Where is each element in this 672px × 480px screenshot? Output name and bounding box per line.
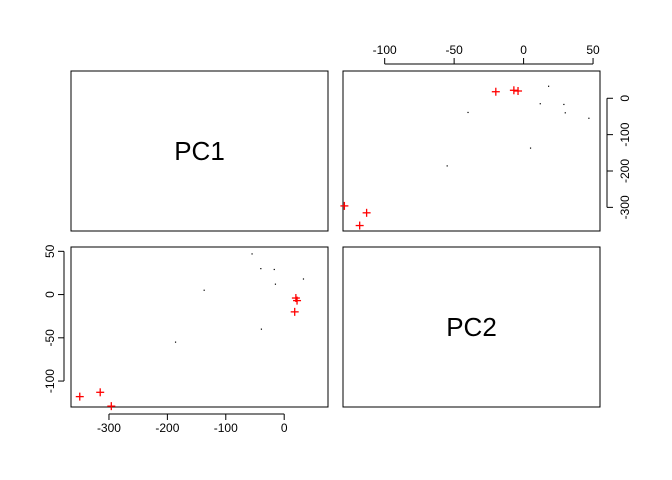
black-dot-point (564, 112, 566, 114)
red-plus-point (355, 221, 364, 230)
black-dot-point (260, 328, 263, 330)
black-dot-point (174, 341, 177, 343)
x-tick-label-bottom-left: 0 (281, 421, 288, 435)
red-plus-point (75, 392, 84, 401)
panel-frames (70, 70, 601, 408)
panel-frame-bottom-left (70, 246, 329, 408)
points-layer (75, 85, 590, 411)
red-plus-point (290, 307, 299, 316)
black-dot-point (563, 103, 565, 106)
black-dot-point (446, 165, 448, 167)
y-tick-label-top-right: -300 (618, 195, 632, 219)
red-plus-point (514, 87, 523, 95)
y-tick-label-bottom-left: -50 (43, 329, 57, 347)
black-dot-point (274, 283, 277, 285)
red-plus-point (509, 86, 518, 95)
black-dot-point (588, 117, 590, 119)
panel-frame-bottom-right (342, 246, 601, 408)
y-tick-label-bottom-left: -100 (43, 369, 57, 393)
x-tick-label-top-right: 50 (586, 43, 600, 57)
black-dot-point (548, 85, 550, 87)
y-tick-label-top-right: 0 (618, 95, 632, 102)
panel-frame-top-left (70, 70, 329, 232)
black-dot-point (203, 289, 205, 291)
y-tick-label-top-right: -200 (618, 159, 632, 183)
red-plus-point (293, 296, 302, 305)
black-dot-point (260, 268, 262, 270)
axes-layer: -100 -50 0 50 -300 -200 -100 0 -300 -200 -100 0 -100… (43, 43, 632, 435)
red-plus-point (362, 208, 371, 217)
black-dot-point (273, 268, 275, 271)
red-plus-point (491, 87, 500, 96)
red-plus-point (340, 201, 349, 210)
diagonal-label-pc2: PC2 (446, 312, 497, 342)
black-dot-point (467, 111, 469, 114)
x-tick-label-bottom-left: -100 (214, 421, 238, 435)
diagonal-label-pc1: PC1 (174, 136, 225, 166)
x-tick-label-top-right: -50 (445, 43, 463, 57)
red-plus-point (96, 388, 105, 397)
x-tick-label-top-right: -100 (373, 43, 397, 57)
y-tick-label-top-right: -100 (618, 122, 632, 146)
black-dot-point (529, 147, 532, 149)
x-tick-label-bottom-left: -200 (155, 421, 179, 435)
y-tick-label-bottom-left: 0 (43, 291, 57, 298)
red-plus-point (107, 402, 116, 411)
black-dot-point (302, 278, 305, 280)
panel-frame-top-right (342, 70, 601, 232)
black-dot-point (539, 103, 541, 105)
x-tick-label-top-right: 0 (520, 43, 527, 57)
x-tick-label-bottom-left: -300 (97, 421, 121, 435)
y-tick-label-bottom-left: 50 (43, 244, 57, 258)
black-dot-point (251, 253, 253, 255)
